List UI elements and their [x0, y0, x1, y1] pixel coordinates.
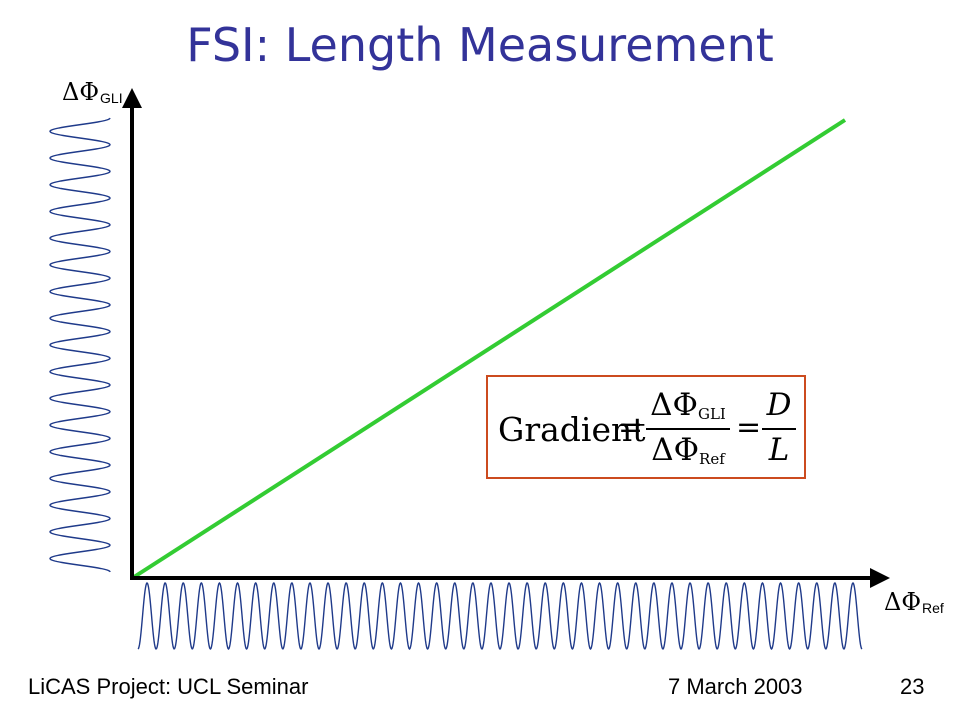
x-axis-symbol: ΔΦ: [884, 588, 922, 616]
y-axis-label: ΔΦGLI: [62, 78, 123, 106]
formula-equals-1: =: [618, 410, 644, 445]
fraction1-numerator-subscript: GLI: [697, 405, 726, 423]
slide-title: FSI: Length Measurement: [186, 18, 774, 72]
formula-fraction1-numerator: ΔΦGLI: [646, 387, 730, 425]
fraction1-numerator-symbol: ΔΦ: [650, 387, 698, 423]
formula-equals-2: =: [736, 410, 762, 445]
reference-interference-wave: [137, 582, 863, 650]
formula-fraction2-bar: [762, 428, 796, 430]
formula-fraction2-denominator: L: [768, 432, 790, 468]
formula-gradient-word: Gradient: [498, 410, 646, 449]
gradient-formula-box: Gradient = ΔΦGLI ΔΦRef = D L: [486, 375, 806, 479]
x-axis-subscript: Ref: [922, 600, 944, 616]
gradient-line: [132, 118, 847, 579]
footer-date: 7 March 2003: [668, 674, 803, 699]
gli-interference-wave: [49, 117, 111, 573]
formula-phase-fraction: ΔΦGLI ΔΦRef: [646, 387, 730, 470]
fraction1-denominator-subscript: Ref: [699, 450, 725, 468]
y-axis-subscript: GLI: [100, 90, 123, 106]
formula-fraction1-denominator: ΔΦRef: [646, 432, 730, 470]
footer-page-number: 23: [900, 674, 925, 699]
x-axis-label: ΔΦRef: [884, 588, 944, 616]
formula-fraction2-numerator: D: [766, 387, 792, 423]
formula-length-fraction: D L: [762, 387, 796, 470]
x-axis-arrowhead: [870, 568, 890, 588]
fraction1-denominator-symbol: ΔΦ: [651, 432, 700, 468]
footer-project: LiCAS Project: UCL Seminar: [28, 674, 309, 699]
y-axis-symbol: ΔΦ: [62, 78, 100, 106]
y-axis-arrowhead: [122, 88, 142, 108]
formula-fraction1-bar: [646, 428, 730, 430]
